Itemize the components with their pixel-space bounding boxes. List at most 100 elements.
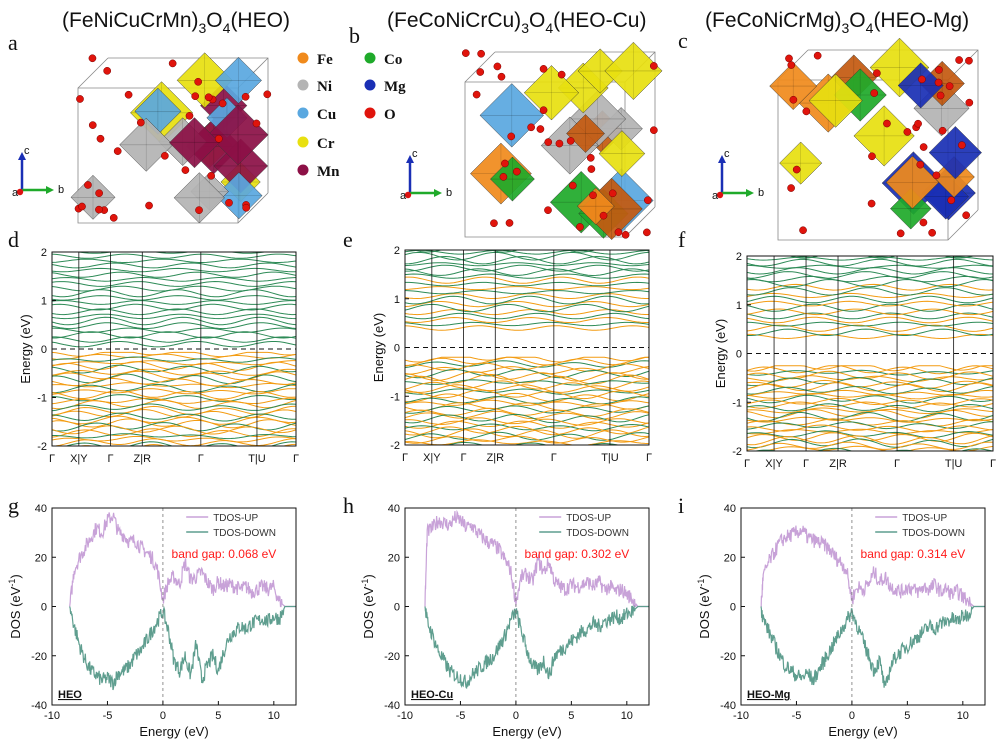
oxygen-atom [938, 126, 947, 135]
polyhedron [598, 130, 646, 177]
kpoint-label: Z|R [829, 458, 847, 470]
conduction-band-line [747, 287, 993, 296]
conduction-band-line [747, 278, 993, 288]
valence-band-line [747, 375, 993, 382]
valence-band-line [747, 421, 993, 430]
oxygen-atom [936, 91, 945, 100]
oxygen-atom [84, 181, 92, 189]
y-tick-label: -20 [31, 651, 47, 663]
oxygen-atom [792, 165, 801, 174]
oxygen-atom [505, 219, 514, 227]
y-axis-title: Energy (eV) [713, 319, 728, 388]
oxygen-atom [113, 147, 122, 155]
oxygen-atom [870, 89, 879, 97]
oxygen-atom [883, 119, 891, 128]
oxygen-atom [194, 77, 202, 86]
oxygen-atom [214, 134, 223, 143]
oxygen-atom [539, 65, 548, 73]
polyhedron [897, 62, 944, 109]
valence-band-line [405, 417, 649, 426]
oxygen-atom [962, 211, 970, 220]
polyhedron [173, 172, 225, 224]
legend-label-cu: Cu [317, 107, 336, 123]
kpoint-label: Γ [646, 452, 652, 464]
conduction-band-line [747, 295, 993, 304]
y-tick-label: 20 [35, 552, 47, 564]
oxygen-atom [78, 202, 86, 211]
y-tick-label: 0 [41, 344, 47, 356]
conduction-band-line [52, 267, 296, 273]
band-gap-annotation: band gap: 0.314 eV [861, 547, 966, 561]
kpoint-label: Γ [990, 458, 996, 470]
polyhedron [779, 141, 823, 185]
valence-band-line [52, 412, 296, 422]
title-heo-cu: (FeCoNiCrCu)3O4(HEO-Cu) [387, 9, 646, 36]
oxygen-atom [499, 173, 508, 181]
valence-band-line [52, 403, 296, 412]
y-tick-label: -40 [31, 700, 47, 712]
conduction-band-line [747, 321, 993, 327]
kpoint-label: Γ [894, 458, 900, 470]
valence-band-line [405, 380, 649, 390]
conduction-band-line [405, 276, 649, 284]
oxygen-atom [608, 189, 617, 198]
oxygen-atom [476, 68, 485, 76]
kpoint-label: Γ [402, 452, 408, 464]
panel-letter-i: i [678, 493, 684, 518]
polyhedron [523, 65, 580, 121]
conduction-band-line [52, 295, 296, 301]
kpoint-label: Z|R [134, 453, 152, 465]
c-axis-head [18, 152, 26, 160]
x-tick-label: 0 [513, 710, 519, 722]
valence-band-line [405, 420, 649, 429]
kpoint-label: T|U [248, 453, 266, 465]
conduction-band-line [405, 312, 649, 320]
valence-band-line [405, 423, 649, 432]
conduction-band-line [52, 262, 296, 269]
title-heo-mg: (FeCoNiCrMg)3O4(HEO-Mg) [705, 9, 969, 36]
valence-band-line [52, 361, 296, 371]
oxygen-atom [185, 111, 194, 120]
conduction-band-line [747, 264, 993, 269]
legend-dot-co [364, 52, 376, 64]
conduction-band-line [747, 247, 993, 255]
dos-series-line-tdos-up [424, 509, 649, 608]
x-tick-label: 10 [957, 710, 969, 722]
valence-band-line [747, 416, 993, 423]
conduction-band-line [52, 322, 296, 330]
x-tick-label: 5 [568, 710, 574, 722]
conduction-band-line [52, 303, 296, 311]
kpoint-label: Γ [198, 453, 204, 465]
y-tick-label: -20 [720, 651, 736, 663]
x-tick-label: 10 [621, 710, 633, 722]
legend-label: TDOS-UP [902, 513, 947, 524]
valence-band-line [747, 441, 993, 451]
oxygen-atom [109, 213, 118, 222]
y-axis-title: Energy (eV) [371, 313, 386, 382]
y-tick-label: 0 [41, 602, 47, 614]
oxygen-atom [785, 54, 793, 63]
conduction-band-line [405, 273, 649, 279]
axis-triad-icon-a: c b a [12, 145, 64, 199]
valence-band-line [52, 353, 296, 360]
x-tick-label: 5 [215, 710, 221, 722]
y-tick-label: 2 [736, 251, 742, 263]
x-tick-label: 0 [849, 710, 855, 722]
x-tick-label: -10 [44, 710, 60, 722]
c-axis-head [718, 155, 726, 163]
b-axis-head [746, 189, 754, 197]
crystal-structure-heo-cu [461, 41, 663, 240]
conduction-band-line [52, 258, 296, 264]
c-axis-label: c [24, 145, 30, 157]
kpoint-label: Γ [803, 458, 809, 470]
oxygen-atom [799, 226, 807, 235]
oxygen-atom [787, 184, 795, 192]
kpoint-label: Γ [293, 453, 299, 465]
oxygen-atom [539, 106, 548, 115]
y-tick-label: 1 [41, 296, 47, 308]
conduction-band-line [747, 275, 993, 283]
conduction-band-line [788, 256, 975, 259]
y-tick-label: 1 [736, 300, 742, 312]
valence-band-line [747, 435, 993, 446]
